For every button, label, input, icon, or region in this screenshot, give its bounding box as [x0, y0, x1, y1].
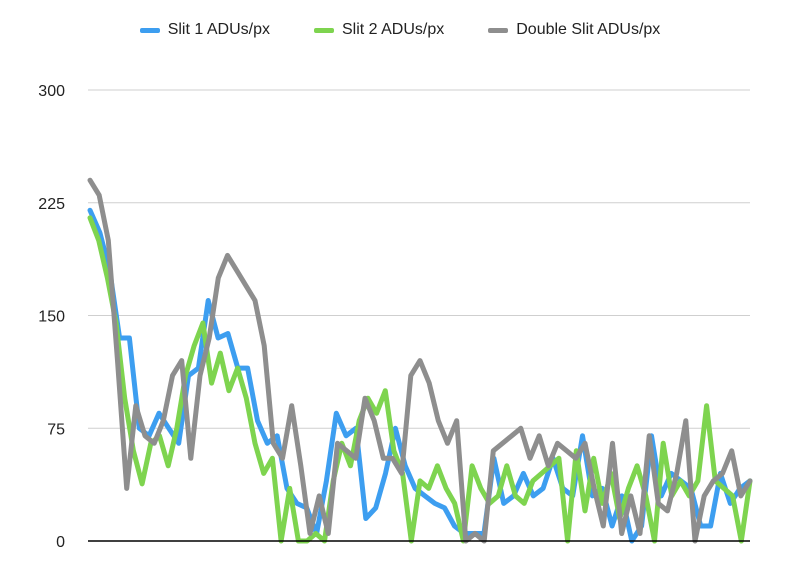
series-line-2	[87, 215, 753, 544]
legend-label: Slit 1 ADUs/px	[167, 21, 270, 38]
legend: Slit 1 ADUs/px Slit 2 ADUs/px Double Sli…	[0, 21, 800, 39]
series-line-3	[87, 177, 753, 544]
legend-label: Slit 2 ADUs/px	[341, 21, 445, 38]
legend-item-double-slit[interactable]: Double Slit ADUs/px	[488, 21, 660, 39]
y-tick-label: 0	[56, 534, 65, 551]
y-tick-label: 225	[38, 196, 65, 213]
y-tick-label: 75	[47, 421, 65, 438]
legend-item-slit1[interactable]: Slit 1 ADUs/px	[139, 21, 270, 39]
legend-item-slit2[interactable]: Slit 2 ADUs/px	[313, 21, 445, 39]
y-tick-label: 300	[38, 83, 65, 100]
legend-label: Double Slit ADUs/px	[516, 21, 661, 38]
legend-swatch	[313, 27, 334, 33]
y-tick-label: 150	[38, 309, 65, 326]
legend-swatch	[139, 27, 160, 33]
legend-swatch	[488, 27, 509, 33]
